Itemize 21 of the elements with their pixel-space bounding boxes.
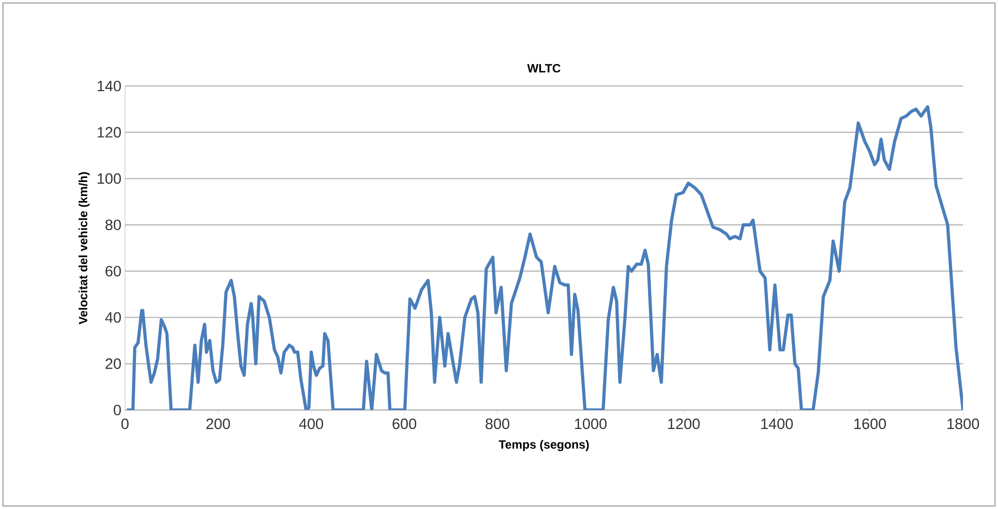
x-tick-label: 1600 [854,418,886,430]
x-tick-label: 1200 [668,418,700,430]
y-tick-label: 100 [98,173,121,184]
x-tick-label: 1400 [761,418,793,430]
y-tick-label: 60 [106,266,121,276]
y-tick-label: 80 [106,220,121,230]
x-tick-label: 800 [486,418,510,430]
x-axis-title: Temps (segons) [498,440,589,452]
y-tick-label: 0 [114,404,121,416]
y-axis-title: Velocitat del vehicle (km/h) [78,172,90,324]
x-tick-label: 1800 [948,418,980,430]
chart-title: WLTC [527,64,561,72]
x-tick-label: 400 [299,418,324,430]
x-tick-label: 600 [392,418,416,430]
y-tick-label: 120 [98,126,121,138]
x-tick-label: 1000 [575,418,607,430]
x-tick-label: 200 [206,418,230,430]
y-tick-label: 40 [105,312,121,323]
y-tick-label: 140 [98,80,121,92]
y-tick-label: 20 [106,358,121,369]
x-tick-label: 0 [121,418,129,430]
